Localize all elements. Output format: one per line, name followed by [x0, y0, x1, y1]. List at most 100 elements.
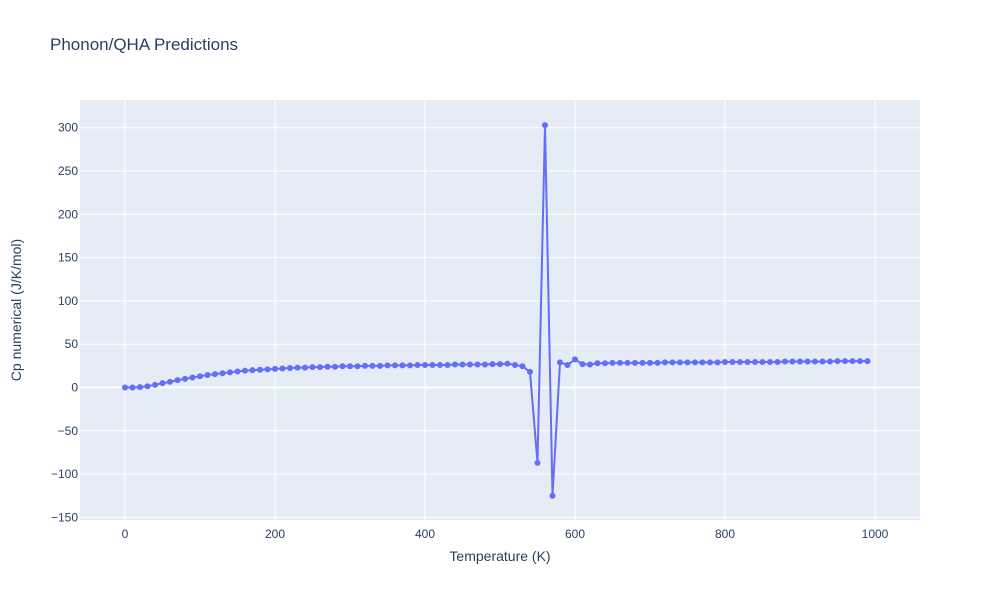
data-point[interactable] [392, 362, 398, 369]
data-point[interactable] [159, 380, 166, 387]
data-point[interactable] [617, 359, 623, 366]
data-point[interactable] [669, 359, 676, 366]
data-point[interactable] [797, 358, 803, 365]
data-point[interactable] [864, 358, 871, 365]
data-point[interactable] [324, 363, 331, 370]
data-point[interactable] [144, 383, 151, 390]
data-point[interactable] [459, 361, 466, 368]
data-point[interactable] [804, 358, 811, 365]
data-point[interactable] [647, 359, 653, 366]
data-point[interactable] [744, 358, 751, 365]
data-point[interactable] [692, 359, 698, 366]
data-point[interactable] [609, 359, 616, 366]
data-point[interactable] [474, 361, 481, 368]
data-point[interactable] [294, 364, 301, 371]
data-point[interactable] [857, 358, 863, 365]
data-point[interactable] [129, 384, 136, 391]
data-point[interactable] [789, 358, 796, 365]
data-point[interactable] [137, 384, 143, 391]
data-point[interactable] [249, 367, 256, 374]
data-point[interactable] [504, 360, 511, 367]
data-point[interactable] [482, 361, 488, 368]
data-point[interactable] [842, 358, 848, 365]
data-point[interactable] [369, 362, 376, 369]
data-point[interactable] [302, 364, 308, 371]
data-point[interactable] [219, 370, 226, 377]
data-point[interactable] [812, 358, 818, 365]
data-point[interactable] [512, 361, 518, 368]
data-point[interactable] [264, 366, 271, 373]
data-point[interactable] [549, 492, 556, 499]
data-point[interactable] [602, 360, 608, 367]
data-point[interactable] [332, 363, 338, 370]
data-point[interactable] [714, 359, 721, 366]
data-point[interactable] [707, 359, 713, 366]
data-point[interactable] [212, 371, 218, 378]
data-point[interactable] [354, 363, 361, 370]
data-point[interactable] [542, 122, 548, 129]
data-point[interactable] [174, 377, 181, 384]
data-point[interactable] [632, 359, 638, 366]
data-point[interactable] [317, 364, 323, 371]
data-point[interactable] [662, 359, 668, 366]
data-point[interactable] [309, 364, 316, 371]
data-point[interactable] [497, 361, 503, 368]
data-point[interactable] [572, 356, 578, 363]
data-point[interactable] [204, 371, 211, 378]
data-point[interactable] [737, 358, 743, 365]
data-point[interactable] [242, 367, 248, 374]
data-point[interactable] [429, 361, 436, 368]
data-point[interactable] [722, 358, 728, 365]
data-point[interactable] [587, 361, 593, 368]
data-point[interactable] [849, 358, 856, 365]
data-point[interactable] [122, 384, 128, 391]
data-point[interactable] [527, 368, 533, 375]
data-point[interactable] [377, 362, 383, 369]
data-point[interactable] [677, 359, 683, 366]
data-point[interactable] [729, 358, 736, 365]
data-point[interactable] [152, 381, 158, 388]
data-point[interactable] [444, 361, 451, 368]
data-point[interactable] [422, 361, 428, 368]
data-point[interactable] [594, 360, 601, 367]
data-point[interactable] [519, 363, 526, 370]
data-point[interactable] [437, 361, 443, 368]
data-point[interactable] [362, 362, 368, 369]
data-point[interactable] [654, 359, 661, 366]
data-point[interactable] [182, 375, 188, 382]
data-point[interactable] [684, 359, 691, 366]
data-point[interactable] [399, 362, 406, 369]
data-point[interactable] [767, 358, 773, 365]
data-point[interactable] [339, 363, 346, 370]
data-point[interactable] [197, 373, 203, 380]
data-point[interactable] [279, 365, 286, 372]
data-point[interactable] [564, 361, 571, 368]
data-point[interactable] [782, 358, 788, 365]
data-point[interactable] [452, 361, 458, 368]
data-point[interactable] [834, 358, 841, 365]
data-point[interactable] [534, 459, 541, 466]
data-point[interactable] [407, 362, 413, 369]
data-point[interactable] [272, 365, 278, 372]
data-point[interactable] [287, 365, 293, 372]
data-point[interactable] [759, 358, 766, 365]
data-point[interactable] [489, 361, 496, 368]
data-point[interactable] [257, 366, 263, 373]
data-point[interactable] [234, 368, 241, 375]
data-point[interactable] [639, 359, 646, 366]
data-point[interactable] [227, 369, 233, 376]
data-point[interactable] [819, 358, 826, 365]
data-point[interactable] [347, 363, 353, 370]
data-point[interactable] [752, 358, 758, 365]
data-point[interactable] [827, 358, 833, 365]
data-point[interactable] [774, 358, 781, 365]
data-point[interactable] [167, 378, 173, 385]
data-point[interactable] [699, 359, 706, 366]
data-point[interactable] [384, 362, 391, 369]
data-point[interactable] [557, 359, 563, 366]
data-point[interactable] [189, 374, 196, 381]
data-point[interactable] [624, 359, 631, 366]
data-point[interactable] [414, 361, 421, 368]
data-point[interactable] [579, 361, 586, 368]
data-point[interactable] [467, 361, 473, 368]
